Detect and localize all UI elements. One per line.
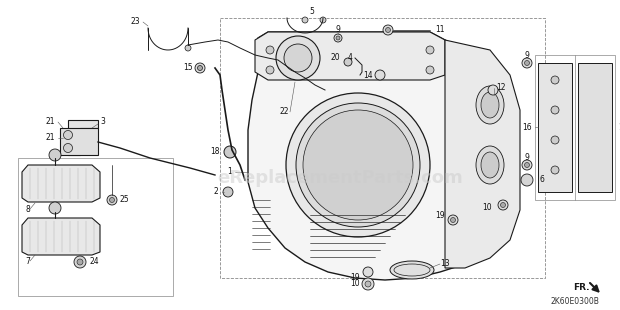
Circle shape	[63, 131, 73, 140]
Circle shape	[223, 187, 233, 197]
Circle shape	[448, 215, 458, 225]
Text: 21: 21	[45, 117, 55, 126]
Circle shape	[224, 146, 236, 158]
Circle shape	[334, 34, 342, 42]
Polygon shape	[60, 128, 98, 155]
Text: 7: 7	[25, 258, 30, 267]
Text: 23: 23	[130, 17, 140, 26]
Bar	[18, 158, 173, 296]
Circle shape	[500, 202, 505, 207]
Circle shape	[185, 45, 191, 51]
Polygon shape	[255, 32, 445, 80]
Text: 19: 19	[350, 273, 360, 282]
Circle shape	[344, 58, 352, 66]
Text: 12: 12	[496, 83, 505, 92]
Polygon shape	[22, 165, 100, 202]
Text: 11: 11	[435, 25, 445, 34]
Text: 13: 13	[440, 259, 450, 268]
Text: 19: 19	[435, 210, 445, 219]
Text: 18: 18	[211, 148, 220, 157]
Polygon shape	[22, 218, 100, 255]
Circle shape	[110, 197, 115, 202]
Circle shape	[336, 36, 340, 40]
Text: FR.: FR.	[574, 284, 590, 293]
Polygon shape	[445, 40, 520, 268]
Ellipse shape	[390, 261, 434, 279]
Circle shape	[426, 46, 434, 54]
Circle shape	[365, 281, 371, 287]
Circle shape	[383, 25, 393, 35]
Circle shape	[286, 93, 430, 237]
Text: eReplacementParts.com: eReplacementParts.com	[217, 169, 463, 187]
Text: 14: 14	[363, 70, 373, 79]
Polygon shape	[578, 63, 612, 192]
Polygon shape	[248, 32, 518, 280]
Circle shape	[522, 58, 532, 68]
Text: 4: 4	[348, 52, 353, 61]
Text: 9: 9	[525, 51, 529, 60]
Circle shape	[525, 162, 529, 167]
Circle shape	[551, 76, 559, 84]
Circle shape	[296, 103, 420, 227]
Ellipse shape	[481, 92, 499, 118]
Text: 17: 17	[618, 122, 620, 131]
Text: 25: 25	[120, 196, 130, 205]
Circle shape	[198, 65, 203, 70]
Circle shape	[63, 144, 73, 153]
Circle shape	[451, 218, 456, 223]
Circle shape	[302, 17, 308, 23]
Circle shape	[77, 259, 83, 265]
Bar	[535, 55, 615, 200]
Circle shape	[551, 166, 559, 174]
Text: 10: 10	[350, 280, 360, 289]
Circle shape	[521, 174, 533, 186]
Circle shape	[551, 106, 559, 114]
Polygon shape	[68, 120, 98, 155]
Circle shape	[266, 46, 274, 54]
Ellipse shape	[476, 86, 504, 124]
Circle shape	[49, 149, 61, 161]
Circle shape	[525, 60, 529, 65]
Circle shape	[107, 195, 117, 205]
Circle shape	[522, 160, 532, 170]
Circle shape	[74, 256, 86, 268]
Text: 1: 1	[228, 167, 232, 176]
Circle shape	[375, 70, 385, 80]
Text: 20: 20	[330, 54, 340, 63]
Text: 5: 5	[309, 7, 314, 16]
Text: 2: 2	[213, 188, 218, 197]
Ellipse shape	[476, 146, 504, 184]
Text: 15: 15	[184, 64, 193, 73]
Text: 9: 9	[335, 25, 340, 34]
Circle shape	[362, 278, 374, 290]
Text: 9: 9	[525, 153, 529, 162]
Polygon shape	[538, 63, 572, 192]
Text: 22: 22	[280, 108, 290, 117]
Circle shape	[363, 267, 373, 277]
Circle shape	[551, 136, 559, 144]
Text: 3: 3	[100, 117, 105, 126]
Text: 24: 24	[90, 258, 100, 267]
Circle shape	[426, 66, 434, 74]
Circle shape	[498, 200, 508, 210]
Text: 10: 10	[482, 203, 492, 212]
Circle shape	[320, 17, 326, 23]
Circle shape	[276, 36, 320, 80]
Text: 8: 8	[25, 206, 30, 215]
Circle shape	[303, 110, 413, 220]
Text: 6: 6	[540, 175, 545, 184]
Circle shape	[266, 66, 274, 74]
Bar	[220, 18, 545, 278]
Circle shape	[195, 63, 205, 73]
Text: 2K60E0300B: 2K60E0300B	[551, 298, 600, 307]
Ellipse shape	[481, 152, 499, 178]
Circle shape	[284, 44, 312, 72]
Circle shape	[386, 28, 391, 33]
Text: 16: 16	[523, 122, 532, 131]
Circle shape	[488, 85, 498, 95]
Circle shape	[49, 202, 61, 214]
Text: 21: 21	[45, 134, 55, 143]
